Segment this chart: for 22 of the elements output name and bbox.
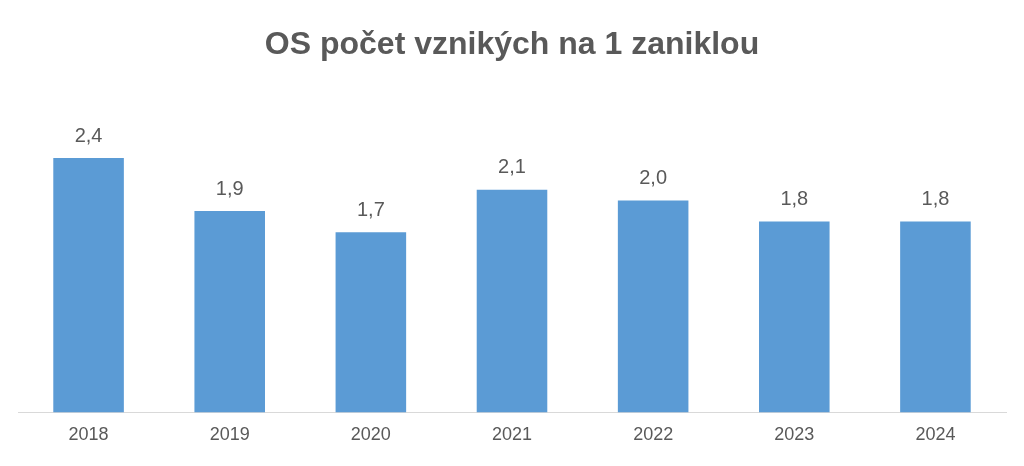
- bar: [476, 189, 548, 413]
- data-label: 1,7: [356, 197, 385, 220]
- bar: [53, 158, 124, 413]
- x-tick-label: 2019: [209, 424, 250, 445]
- bar: [900, 221, 971, 413]
- bar: [759, 221, 830, 413]
- x-tick-label: 2020: [350, 424, 391, 445]
- data-label: 2,4: [74, 123, 103, 146]
- data-label: 2,1: [498, 155, 526, 178]
- bar: [335, 232, 407, 413]
- data-label: 2,0: [639, 165, 668, 188]
- bar: [617, 200, 689, 413]
- data-label: 1,9: [215, 176, 244, 199]
- chart-title: OS počet vznikých na 1 zaniklou: [264, 25, 760, 62]
- bar: [194, 211, 265, 413]
- data-label: 1,8: [921, 187, 950, 210]
- x-tick-label: 2018: [68, 424, 109, 445]
- data-label: 1,8: [780, 187, 809, 210]
- x-tick-label: 2021: [491, 424, 533, 445]
- x-tick-label: 2023: [774, 424, 815, 445]
- x-tick-label: 2022: [633, 424, 674, 445]
- x-tick-label: 2024: [915, 424, 956, 445]
